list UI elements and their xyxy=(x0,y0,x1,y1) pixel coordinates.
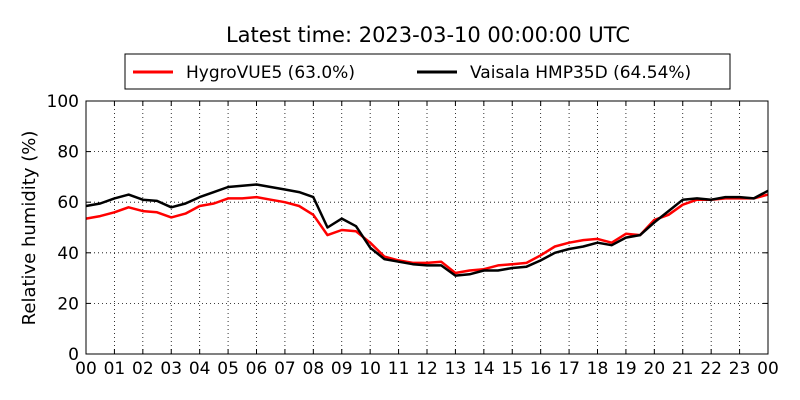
x-tick-label: 08 xyxy=(303,359,325,379)
legend-label-hygrovue5: HygroVUE5 (63.0%) xyxy=(186,63,355,83)
x-tick-label: 23 xyxy=(729,359,751,379)
x-tick-label: 11 xyxy=(388,359,410,379)
y-axis-label: Relative humidity (%) xyxy=(19,131,40,326)
series-line-hygrovue5 xyxy=(85,193,769,275)
x-tick-label: 19 xyxy=(615,359,637,379)
x-tick-label: 03 xyxy=(160,359,182,379)
x-tick-label: 00 xyxy=(75,359,97,379)
chart-title: Latest time: 2023-03-10 00:00:00 UTC xyxy=(226,23,630,47)
y-tick-label: 40 xyxy=(57,244,79,264)
y-tick-label: 0 xyxy=(68,345,79,365)
x-tick-label: 15 xyxy=(501,359,523,379)
x-tick-label: 17 xyxy=(558,359,580,379)
x-tick-label: 16 xyxy=(530,359,552,379)
x-tick-label: 02 xyxy=(132,359,154,379)
plot-frame xyxy=(85,100,769,355)
series-line-vaisala xyxy=(85,183,769,277)
x-tick-label: 00 xyxy=(757,359,779,379)
y-tick-label: 100 xyxy=(47,92,79,112)
x-tick-label: 01 xyxy=(104,359,126,379)
x-tick-label: 20 xyxy=(644,359,666,379)
x-tick-label: 09 xyxy=(331,359,353,379)
legend: HygroVUE5 (63.0%) Vaisala HMP35D (64.54%… xyxy=(124,53,731,90)
x-tick-label: 22 xyxy=(700,359,722,379)
grid xyxy=(85,100,769,355)
x-tick-label: 06 xyxy=(246,359,268,379)
legend-label-vaisala: Vaisala HMP35D (64.54%) xyxy=(470,63,691,83)
x-tick-label: 21 xyxy=(672,359,694,379)
ticks xyxy=(85,100,769,355)
y-tick-label: 20 xyxy=(57,294,79,314)
x-tick-label: 05 xyxy=(217,359,239,379)
x-tick-label: 13 xyxy=(445,359,467,379)
series-layer xyxy=(85,183,769,277)
x-tick-label: 10 xyxy=(359,359,381,379)
x-tick-label: 12 xyxy=(416,359,438,379)
y-tick-label: 60 xyxy=(57,193,79,213)
x-tick-label: 18 xyxy=(587,359,609,379)
y-tick-label: 80 xyxy=(57,143,79,163)
x-tick-label: 07 xyxy=(274,359,296,379)
x-tick-label: 14 xyxy=(473,359,495,379)
tick-labels: 00 01 02 03 04 05 06 07 08 09 10 11 12 13 14 15 16 17 18 19… xyxy=(47,92,779,379)
x-tick-label: 04 xyxy=(189,359,211,379)
